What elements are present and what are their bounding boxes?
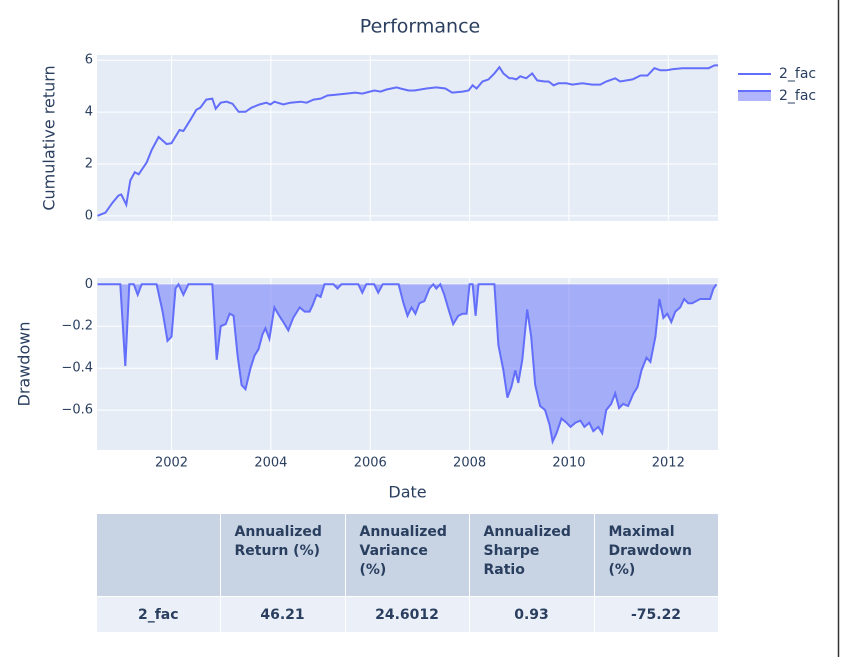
chart-title: Performance xyxy=(360,16,480,38)
table-header: Annualized Return (%) Annualized Varianc… xyxy=(97,514,719,597)
cell: 46.21 xyxy=(220,596,346,632)
series-line xyxy=(97,64,718,217)
header-cell: Annualized Return (%) xyxy=(220,514,346,597)
area-fill xyxy=(97,284,717,442)
row-label: 2_fac xyxy=(97,596,221,632)
y-tick-label: −0.2 xyxy=(61,319,93,334)
x-axis-title: Date xyxy=(388,483,426,502)
x-tick-label: 2008 xyxy=(453,456,486,471)
y-tick-label: 0 xyxy=(85,277,93,292)
y-axis-title: Cumulative return xyxy=(40,65,59,210)
x-tick-label: 2012 xyxy=(652,456,685,471)
header-cell: Annualized Sharpe Ratio xyxy=(469,514,595,597)
header-cell: Annualized Variance (%) xyxy=(345,514,470,597)
cell: 24.6012 xyxy=(345,596,470,632)
x-tick-label: 2002 xyxy=(155,456,188,471)
cell: -75.22 xyxy=(594,596,719,632)
legend-label: 2_fac xyxy=(779,88,816,104)
y-tick-label: −0.4 xyxy=(61,361,93,376)
legend-label: 2_fac xyxy=(779,66,816,82)
y-tick-label: 0 xyxy=(85,208,93,223)
header-cell: Maximal Drawdown (%) xyxy=(594,514,719,597)
y-tick-label: 6 xyxy=(85,53,93,68)
x-tick-label: 2010 xyxy=(552,456,585,471)
legend-swatch xyxy=(738,91,771,101)
header-text: Annualized Sharpe Ratio xyxy=(483,524,571,578)
header-text: Annualized Return (%) xyxy=(234,524,322,559)
header-text: Maximal Drawdown (%) xyxy=(608,524,692,578)
y-tick-label: −0.6 xyxy=(61,403,93,418)
y-tick-label: 4 xyxy=(85,105,93,120)
cell: 0.93 xyxy=(469,596,595,632)
y-axis-title: Drawdown xyxy=(15,322,34,407)
header-text: Annualized Variance (%) xyxy=(359,524,447,578)
plot-area xyxy=(97,55,718,221)
series-line xyxy=(97,282,718,445)
x-tick-label: 2004 xyxy=(254,456,287,471)
x-tick-label: 2006 xyxy=(354,456,387,471)
table-row: 2_fac 46.21 24.6012 0.93 -75.22 xyxy=(97,596,719,632)
y-tick-label: 2 xyxy=(85,156,93,171)
header-cell xyxy=(97,514,221,597)
stats-table: Annualized Return (%) Annualized Varianc… xyxy=(97,514,719,632)
